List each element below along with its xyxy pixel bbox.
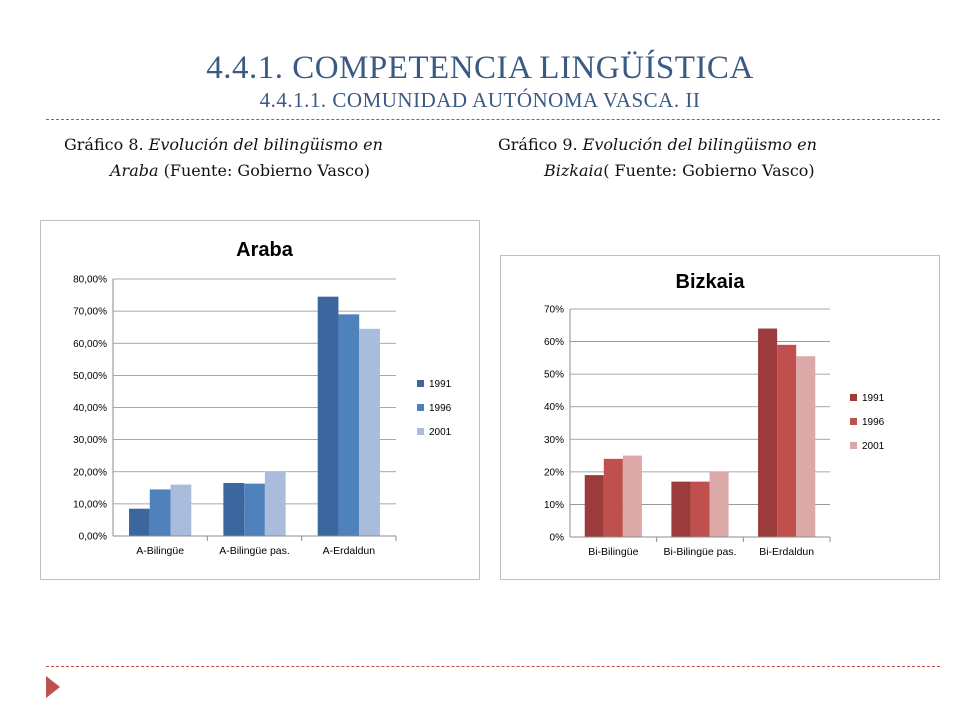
bizkaia-legend-swatch-1991 [850,394,857,401]
slide-subtitle: 4.4.1.1. COMUNIDAD AUTÓNOMA VASCA. II [259,88,701,112]
araba-bar-2001-2 [264,471,286,536]
bizkaia-bar-2001-1 [622,455,642,537]
bizkaia-x-tick-label: Bi-Bilingüe [588,546,638,558]
bizkaia-y-tick-label: 0% [550,533,565,544]
araba-legend-label-1991: 1991 [429,379,452,390]
bizkaia-x-tick-label: Bi-Bilingüe pas. [664,546,737,558]
bizkaia-legend-label-2001: 2001 [862,441,885,452]
araba-y-tick-label: 70,00% [73,307,107,318]
araba-bar-1991-1 [129,508,150,536]
bizkaia-y-tick-label: 20% [544,467,564,478]
araba-y-tick-label: 50,00% [73,371,107,382]
bizkaia-legend-swatch-2001 [850,442,857,449]
caption-left-prefix: Gráfico 8. [64,135,149,154]
araba-bar-1996-2 [244,483,265,536]
caption-right: Gráfico 9. Evolución del bilingüismo en … [498,132,918,184]
caption-right-prefix: Gráfico 9. [498,135,583,154]
bizkaia-legend-swatch-1996 [850,418,857,425]
bizkaia-chart: Bizkaia 0% 10% 20% 30% 40% 50% 60% 70% Bi-Bilingü… [500,255,940,580]
araba-y-tick-label: 30,00% [73,435,107,446]
caption-right-suffix: ( Fuente: Gobierno Vasco) [603,161,815,180]
slide-title: 4.4.1. COMPETENCIA LINGÜÍSTICA [206,50,754,86]
bizkaia-bar-1996-2 [690,481,710,537]
bizkaia-y-tick-label: 40% [544,402,564,413]
araba-bar-1991-3 [317,296,339,536]
araba-y-tick-label: 80,00% [73,275,107,286]
bizkaia-y-tick-label: 30% [544,435,564,446]
bizkaia-bar-1996-1 [603,458,623,537]
bizkaia-bar-1991-3 [758,328,778,537]
araba-legend-label-1996: 1996 [429,403,452,414]
araba-bar-2001-1 [170,484,192,536]
araba-bar-1991-2 [223,482,245,536]
bizkaia-bar-1991-1 [584,475,604,537]
bizkaia-chart-title: Bizkaia [676,271,746,293]
araba-y-tick-label: 10,00% [73,499,107,510]
araba-chart: Araba 0,00% 10,00% 20,00% 30,00% 40,00% 50,00%… [40,220,480,580]
araba-legend-swatch-1991 [417,380,424,387]
araba-legend-swatch-1996 [417,404,424,411]
caption-left-suffix: (Fuente: Gobierno Vasco) [158,161,370,180]
araba-x-tick-label: A-Erdaldun [323,545,376,557]
araba-bar-2001-3 [359,328,380,536]
caption-left-italic2: Araba [110,161,159,180]
top-divider [46,119,940,120]
bizkaia-bar-2001-2 [709,471,729,537]
bizkaia-legend-label-1991: 1991 [862,393,885,404]
araba-chart-title: Araba [236,239,294,261]
araba-y-tick-label: 20,00% [73,467,107,478]
bizkaia-y-tick-label: 70% [544,305,564,316]
araba-x-tick-label: A-Bilingüe [136,545,184,557]
caption-right-italic1: Evolución del bilingüismo en [582,135,817,154]
araba-legend-label-2001: 2001 [429,427,452,438]
bottom-divider [46,666,940,667]
bizkaia-x-tick-label: Bi-Erdaldun [759,546,814,558]
araba-y-tick-label: 60,00% [73,339,107,350]
araba-x-tick-label: A-Bilingüe pas. [219,545,290,557]
bizkaia-y-tick-label: 10% [544,500,564,511]
bizkaia-y-tick-label: 50% [544,370,564,381]
araba-bar-1996-1 [149,489,171,536]
caption-left: Gráfico 8. Evolución del bilingüismo en … [64,132,464,184]
araba-legend-swatch-2001 [417,428,424,435]
bizkaia-bar-2001-3 [796,356,816,537]
araba-y-tick-label: 0,00% [79,532,107,543]
slide-arrow-icon [46,676,60,698]
bizkaia-bar-1996-3 [777,344,797,537]
araba-y-tick-label: 40,00% [73,403,107,414]
bizkaia-y-tick-label: 60% [544,337,564,348]
araba-bar-1996-3 [338,314,360,536]
bizkaia-bar-1991-2 [671,481,691,537]
caption-left-italic1: Evolución del bilingüismo en [148,135,383,154]
bizkaia-legend-label-1996: 1996 [862,417,885,428]
caption-right-italic2: Bizkaia [544,161,604,180]
